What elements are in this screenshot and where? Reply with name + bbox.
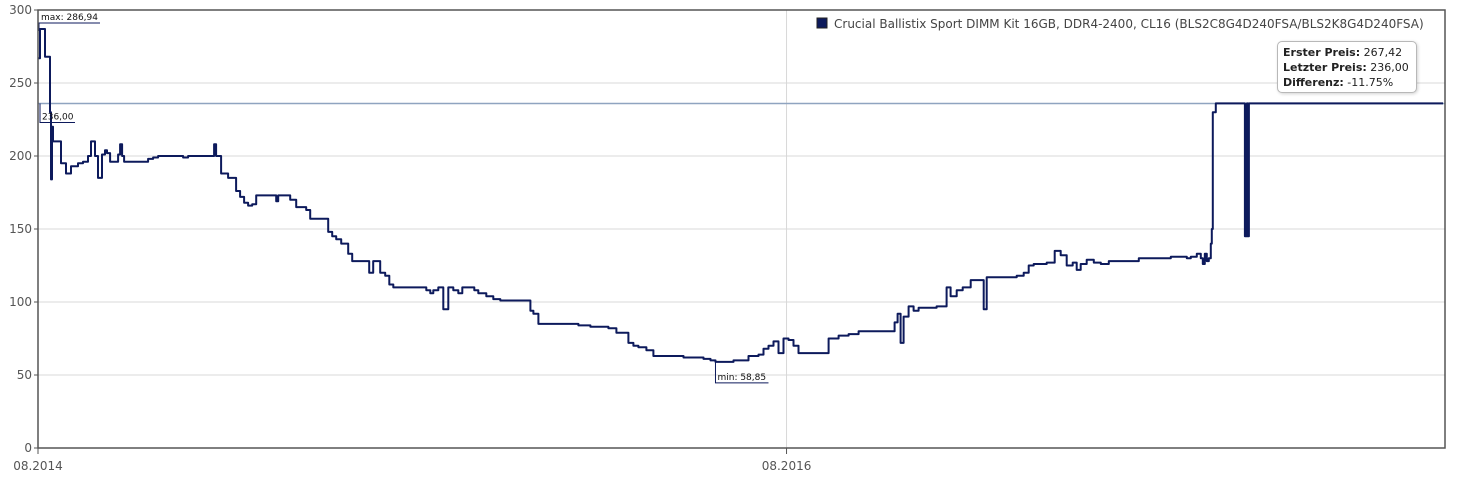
x-tick-label: 08.2016: [762, 459, 812, 473]
annotations: max: 286,94 236,00 min: 58,85: [38, 13, 769, 384]
tooltip-last-price-value: 236,00: [1370, 61, 1409, 74]
legend[interactable]: Crucial Ballistix Sport DIMM Kit 16GB, D…: [816, 17, 1424, 31]
x-axis: 08.2014 08.2016: [13, 448, 811, 473]
legend-swatch: [816, 17, 828, 29]
tooltip-first-price-value: 267,42: [1363, 46, 1403, 59]
last-price-annotation-leader: [39, 103, 75, 123]
series-line-price: [38, 28, 1443, 363]
min-annotation: min: 58,85: [717, 373, 766, 383]
y-tick-label: 300: [9, 3, 32, 17]
y-tick-label: 200: [9, 149, 32, 163]
max-annotation: max: 286,94: [41, 13, 98, 23]
y-tick-label: 50: [17, 368, 32, 382]
legend-label: Crucial Ballistix Sport DIMM Kit 16GB, D…: [834, 17, 1424, 31]
last-price-annotation: 236,00: [42, 112, 74, 122]
min-annotation-leader: [714, 361, 769, 384]
x-tick-label: 08.2014: [13, 459, 63, 473]
tooltip-first-price-label: Erster Preis:: [1283, 46, 1361, 59]
y-tick-label: 0: [24, 441, 32, 455]
y-tick-label: 100: [9, 295, 32, 309]
y-axis: 0 50 100 150 200 250 300: [9, 3, 38, 455]
grid: [38, 10, 1445, 448]
tooltip-difference-label: Differenz:: [1283, 76, 1344, 89]
y-tick-label: 250: [9, 76, 32, 90]
price-tooltip: Erster Preis: 267,42 Letzter Preis: 236,…: [1277, 41, 1417, 93]
max-annotation-leader: [38, 22, 101, 31]
tooltip-difference-value: -11.75%: [1347, 76, 1394, 89]
y-tick-label: 150: [9, 222, 32, 236]
tooltip-last-price-label: Letzter Preis:: [1283, 61, 1367, 74]
